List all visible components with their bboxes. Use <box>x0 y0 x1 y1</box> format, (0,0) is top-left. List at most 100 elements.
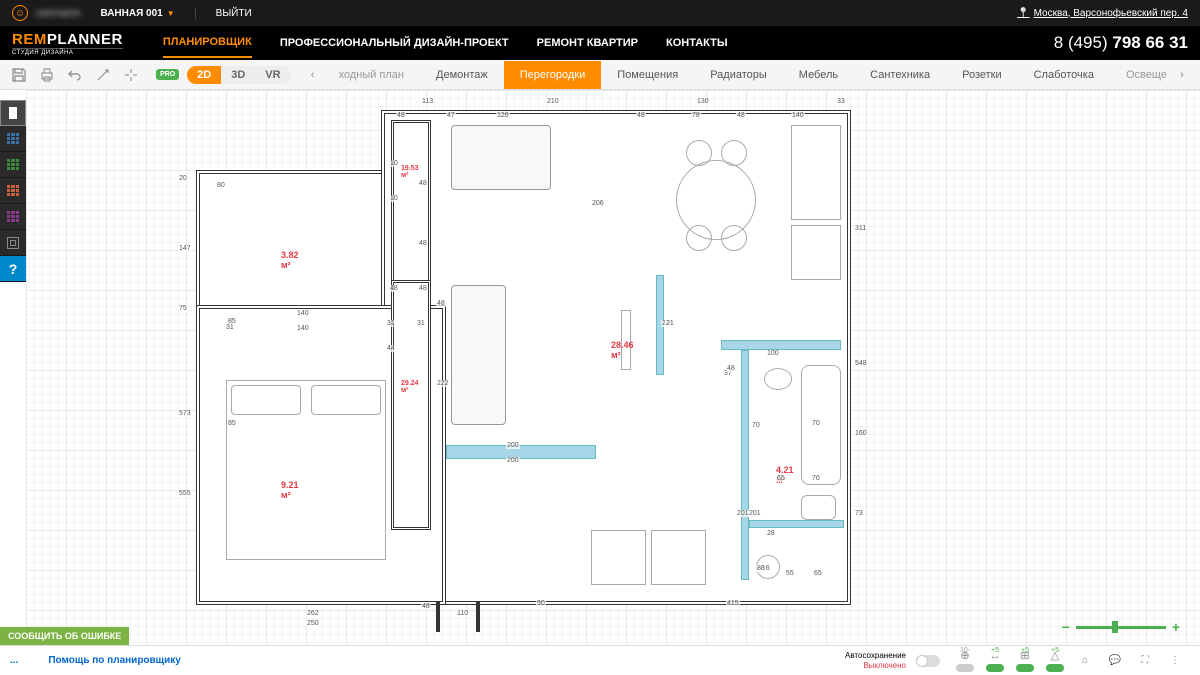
dimension: 10 <box>389 195 399 202</box>
dimension: 222 <box>436 380 450 387</box>
view-2d[interactable]: 2D <box>187 66 221 84</box>
logo[interactable]: REMPLANNER СТУДИЯ ДИЗАЙНА <box>12 31 123 56</box>
dimension: 110 <box>456 610 469 617</box>
dimension: 160 <box>854 430 868 437</box>
dimension: 548 <box>854 360 868 367</box>
print-icon[interactable] <box>36 64 58 86</box>
tool-icon-2[interactable] <box>120 64 142 86</box>
tabs-scroll-left[interactable]: ‹ <box>303 69 323 81</box>
logo-brand1: REM <box>12 31 47 48</box>
tool-icon-1[interactable] <box>92 64 114 86</box>
dimension: 113 <box>421 98 434 105</box>
report-bug-button[interactable]: СООБЩИТЬ ОБ ОШИБКЕ <box>0 627 129 645</box>
layer-tool-3[interactable] <box>0 152 26 178</box>
more-icon[interactable]: ... <box>10 655 18 666</box>
tab-mebel[interactable]: Мебель <box>783 61 854 89</box>
dimension: 70 <box>751 422 761 429</box>
chat-icon[interactable]: 💬 <box>1103 649 1127 673</box>
autosave-status: Автосохранение Выключено <box>845 651 906 671</box>
username[interactable]: username <box>36 8 80 19</box>
zoom-in-button[interactable]: + <box>1172 619 1180 635</box>
fullscreen-icon[interactable]: ⛶ <box>1133 649 1157 673</box>
canvas[interactable]: 3.82 м²19.53 м²29.24 м²9.21 м²28.46 м²4.… <box>26 90 1200 645</box>
nav-contacts[interactable]: КОНТАКТЫ <box>666 37 728 49</box>
toggle-4[interactable]: +5△ <box>1043 649 1067 673</box>
dimension: 201 <box>748 510 762 517</box>
save-icon[interactable] <box>8 64 30 86</box>
settings-icon[interactable]: ⋮ <box>1163 649 1187 673</box>
tab-trunc-right[interactable]: Освеще <box>1110 61 1172 89</box>
autosave-toggle[interactable] <box>916 655 940 667</box>
dimension: 65 <box>776 475 786 482</box>
help-button[interactable]: ? <box>0 256 26 282</box>
dimension: 48 <box>418 240 428 247</box>
logo-subtitle: СТУДИЯ ДИЗАЙНА <box>12 48 123 56</box>
tabs-scroll-right[interactable]: › <box>1172 69 1192 81</box>
view-vr[interactable]: VR <box>255 66 290 84</box>
dimension: 90 <box>536 600 546 607</box>
toggle-1[interactable]: 10-⊕ <box>953 649 977 673</box>
dimension: 31 <box>416 320 426 327</box>
dimension: 48 <box>436 300 446 307</box>
dimension: 31 <box>386 320 396 327</box>
dimension: 140 <box>296 325 310 332</box>
dimension: 48 <box>389 285 399 292</box>
location-text: Москва, Варсонофьевский пер. 4 <box>1034 8 1188 19</box>
dimension: 210 <box>546 98 560 105</box>
dimension: 573 <box>178 410 192 417</box>
layer-tool-2[interactable] <box>0 126 26 152</box>
tab-slabotochka[interactable]: Слаботочка <box>1018 61 1110 89</box>
location-link[interactable]: Москва, Варсонофьевский пер. 4 <box>1017 8 1188 19</box>
dimension: 73 <box>854 510 864 517</box>
pin-icon <box>1017 8 1029 19</box>
layer-tool-5[interactable] <box>0 204 26 230</box>
dimension: 70 <box>811 420 821 427</box>
dimension: 65 <box>813 570 823 577</box>
dimension: 555 <box>178 490 192 497</box>
area-label: 3.82 м² <box>281 250 299 270</box>
phone-number: 8 (495) 798 66 31 <box>1054 33 1188 53</box>
tab-rozetki[interactable]: Розетки <box>946 61 1018 89</box>
dimension: 31 <box>225 324 235 331</box>
tab-demontazh[interactable]: Демонтаж <box>420 61 504 89</box>
zoom-slider[interactable] <box>1076 626 1166 629</box>
tab-radiatory[interactable]: Радиаторы <box>694 61 783 89</box>
layer-tool-1[interactable] <box>0 100 26 126</box>
view-toggle: 2D 3D VR <box>187 66 290 84</box>
tab-trunc-left[interactable]: ходный план <box>323 61 420 89</box>
dimension: 48 <box>418 285 428 292</box>
zoom-out-button[interactable]: − <box>1062 619 1070 635</box>
dropdown-arrow-icon[interactable]: ▼ <box>167 9 175 18</box>
logout-button[interactable]: ВЫЙТИ <box>195 8 252 19</box>
dimension: 206 <box>591 200 605 207</box>
dimension: 28 <box>766 530 776 537</box>
toggle-3[interactable]: +5⊞ <box>1013 649 1037 673</box>
toolbar: PRO 2D 3D VR ‹ ходный план Демонтаж Пере… <box>0 60 1200 90</box>
dimension: 20 <box>178 175 188 182</box>
dimension: 200 <box>506 442 520 449</box>
nav-renovation[interactable]: РЕМОНТ КВАРТИР <box>537 37 638 49</box>
dimension: 47 <box>446 112 456 119</box>
dimension: 85 <box>227 420 237 427</box>
help-link[interactable]: Помощь по планировщику <box>48 655 181 666</box>
main-nav: REMPLANNER СТУДИЯ ДИЗАЙНА ПЛАНИРОВЩИК ПР… <box>0 26 1200 60</box>
dimension: 140 <box>296 310 310 317</box>
project-dropdown[interactable]: ВАННАЯ 001 <box>100 8 162 19</box>
dimension: 44 <box>386 345 396 352</box>
dimension: 75 <box>178 305 188 312</box>
layer-tool-4[interactable] <box>0 178 26 204</box>
tab-peregorodki[interactable]: Перегородки <box>504 61 602 89</box>
home-icon[interactable]: ⌂ <box>1073 649 1097 673</box>
top-bar: ☺ username ВАННАЯ 001 ▼ ВЫЙТИ Москва, Ва… <box>0 0 1200 26</box>
nav-design[interactable]: ПРОФЕССИОНАЛЬНЫЙ ДИЗАЙН-ПРОЕКТ <box>280 37 509 49</box>
layer-tool-6[interactable] <box>0 230 26 256</box>
pro-badge[interactable]: PRO <box>156 69 179 80</box>
user-icon[interactable]: ☺ <box>12 5 28 21</box>
tab-santekhnika[interactable]: Сантехника <box>854 61 946 89</box>
dimension: 147 <box>178 245 192 252</box>
undo-icon[interactable] <box>64 64 86 86</box>
nav-planner[interactable]: ПЛАНИРОВЩИК <box>163 36 252 58</box>
toggle-2[interactable]: +5↔ <box>983 649 1007 673</box>
tab-pomescheniya[interactable]: Помещения <box>601 61 694 89</box>
view-3d[interactable]: 3D <box>221 66 255 84</box>
